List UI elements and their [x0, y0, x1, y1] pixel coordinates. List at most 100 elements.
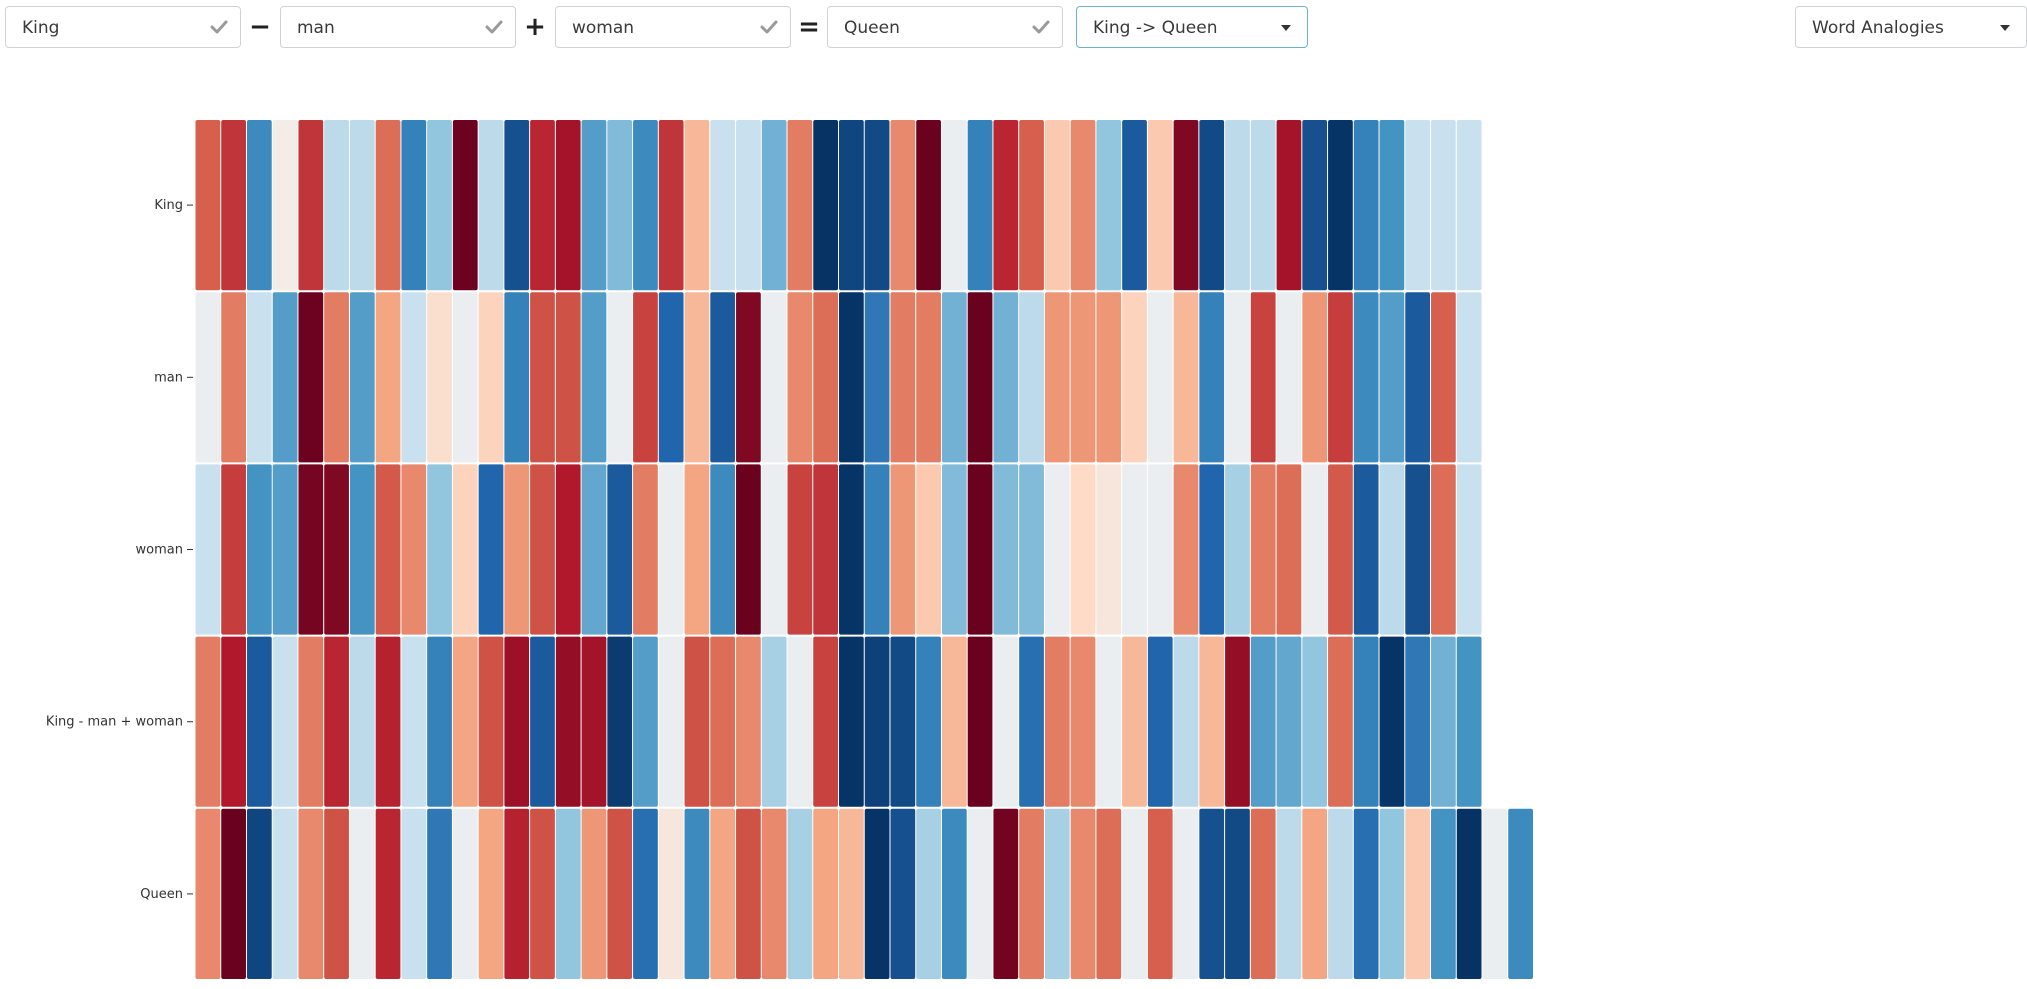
heatmap-cell: [1276, 120, 1302, 291]
heatmap-cell: [195, 292, 221, 463]
heatmap-cell: [581, 464, 607, 635]
heatmap-cell: [658, 636, 684, 807]
heatmap-cell: [941, 636, 967, 807]
heatmap-cell: [427, 808, 452, 979]
heatmap-cell: [478, 464, 504, 635]
heatmap-cell: [633, 464, 658, 635]
heatmap-cell: [298, 120, 324, 291]
heatmap-cell: [1250, 808, 1276, 979]
heatmap-cell: [864, 120, 890, 291]
heatmap-cell: [1328, 292, 1353, 463]
heatmap-cell: [916, 808, 941, 979]
heatmap-cell: [1147, 120, 1173, 291]
heatmap-cell: [1173, 120, 1199, 291]
heatmap-cell: [1096, 636, 1122, 807]
heatmap-cell: [916, 464, 941, 635]
heatmap-cell: [1431, 120, 1456, 291]
heatmap-cell: [1096, 464, 1122, 635]
heatmap-cell: [324, 636, 349, 807]
heatmap-cell: [324, 120, 349, 291]
heatmap-cell: [1122, 464, 1147, 635]
heatmap-cell: [272, 292, 298, 463]
chevron-down-icon: [2000, 25, 2010, 31]
heatmap-cell: [452, 464, 478, 635]
heatmap-cell: [710, 808, 736, 979]
equals-operator: =: [798, 12, 820, 42]
heatmap-cell: [1044, 292, 1070, 463]
heatmap-cell: [607, 808, 633, 979]
heatmap-cell: [864, 292, 890, 463]
heatmap-cell: [324, 808, 349, 979]
heatmap-cell: [452, 808, 478, 979]
heatmap-cell: [736, 464, 761, 635]
heatmap-cell: [1096, 808, 1122, 979]
heatmap-cell: [1096, 292, 1122, 463]
heatmap-cell: [246, 292, 272, 463]
plus-operator: +: [524, 12, 546, 42]
row-label: King - man + woman: [46, 715, 183, 730]
heatmap-cell: [1225, 120, 1250, 291]
heatmap-cell: [864, 808, 890, 979]
heatmap-cell: [272, 120, 298, 291]
heatmap-cell: [1353, 120, 1379, 291]
heatmap-cell: [401, 636, 427, 807]
word3-select[interactable]: woman: [555, 6, 791, 48]
heatmap-cell: [1070, 808, 1096, 979]
mode-dropdown-label: Word Analogies: [1812, 18, 1944, 38]
heatmap-cell: [1173, 636, 1199, 807]
heatmap-cell: [1225, 464, 1250, 635]
word2-select[interactable]: man: [280, 6, 516, 48]
heatmap-cell: [941, 120, 967, 291]
heatmap-cell: [221, 120, 246, 291]
heatmap-cell: [710, 464, 736, 635]
heatmap-cell: [864, 464, 890, 635]
heatmap-cell: [1173, 808, 1199, 979]
heatmap-cell: [761, 636, 787, 807]
heatmap-cell: [1302, 808, 1328, 979]
heatmap-cell: [375, 120, 401, 291]
check-icon: [760, 20, 778, 34]
result-select[interactable]: Queen: [827, 6, 1063, 48]
row-label: King: [154, 198, 183, 213]
heatmap-cell: [839, 636, 864, 807]
heatmap-cell: [427, 292, 452, 463]
heatmap-cell: [1276, 808, 1302, 979]
heatmap-cell: [761, 292, 787, 463]
heatmap-cell: [839, 120, 864, 291]
heatmap-cell: [916, 292, 941, 463]
heatmap-cell: [195, 464, 221, 635]
heatmap-cell: [684, 464, 710, 635]
heatmap-cell: [427, 464, 452, 635]
mode-dropdown[interactable]: Word Analogies: [1795, 6, 2027, 48]
heatmap-cell: [1456, 292, 1482, 463]
heatmap-cell: [890, 292, 916, 463]
heatmap-cell: [1147, 464, 1173, 635]
heatmap-cell: [916, 636, 941, 807]
heatmap-cell: [1456, 808, 1482, 979]
heatmap-cell: [993, 464, 1019, 635]
heatmap-cell: [1199, 464, 1225, 635]
heatmap-cell: [375, 636, 401, 807]
heatmap-cell: [246, 808, 272, 979]
heatmap-cell: [504, 636, 530, 807]
heatmap-cell: [1147, 292, 1173, 463]
heatmap-cell: [890, 636, 916, 807]
heatmap-cell: [941, 464, 967, 635]
heatmap-cell: [555, 636, 581, 807]
heatmap-cell: [1070, 636, 1096, 807]
compare-dropdown-label: King -> Queen: [1093, 18, 1218, 38]
heatmap-cell: [658, 292, 684, 463]
heatmap-cell: [813, 464, 838, 635]
heatmap-cell: [1353, 636, 1379, 807]
heatmap-cell: [684, 636, 710, 807]
heatmap-cell: [427, 120, 452, 291]
heatmap-cell: [581, 808, 607, 979]
heatmap-cell: [1405, 292, 1431, 463]
heatmap-cell: [864, 636, 890, 807]
heatmap-cell: [504, 464, 530, 635]
compare-dropdown[interactable]: King -> Queen: [1076, 6, 1308, 48]
heatmap-cell: [555, 292, 581, 463]
heatmap-cell: [658, 808, 684, 979]
word1-select[interactable]: King: [5, 6, 241, 48]
